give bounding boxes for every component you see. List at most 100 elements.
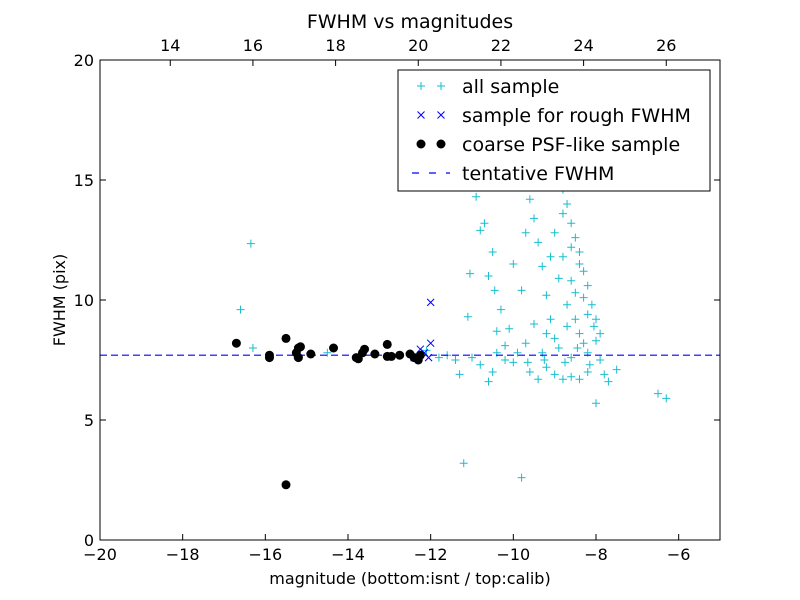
y-tick-label: 5	[84, 411, 94, 430]
all-sample-point	[596, 356, 605, 364]
psf-sample-point	[415, 350, 425, 360]
all-sample-point	[546, 315, 555, 324]
top-tick-label: 18	[325, 36, 345, 55]
psf-sample-point	[386, 351, 396, 361]
all-sample-point	[476, 226, 485, 235]
all-sample-point	[583, 310, 592, 319]
all-sample-point	[323, 348, 332, 357]
top-tick-label: 22	[491, 36, 511, 55]
rough-sample-point	[426, 339, 435, 348]
legend-entry: coarse PSF-like sample	[416, 134, 680, 156]
psf-sample-point	[231, 338, 241, 348]
all-sample-point	[246, 239, 255, 248]
all-sample-point	[567, 243, 576, 252]
top-tick-label: 26	[656, 36, 676, 55]
all-sample-point	[561, 358, 569, 367]
all-sample-point	[236, 305, 245, 314]
all-sample-point	[563, 300, 572, 309]
all-sample-point	[488, 248, 497, 256]
psf-sample-point	[360, 344, 370, 354]
all-sample-point	[558, 375, 567, 384]
legend-label: all sample	[462, 76, 559, 98]
psf-sample-point	[395, 350, 405, 360]
psf-sample-point	[329, 343, 339, 353]
legend-box	[397, 69, 711, 192]
all-sample-point	[567, 276, 576, 285]
all-sample-point	[501, 341, 510, 350]
all-sample-point	[573, 344, 582, 352]
all-sample-point	[513, 348, 522, 357]
all-sample-point	[563, 200, 572, 208]
y-tick-label: 10	[74, 291, 94, 310]
all-sample-point	[585, 360, 594, 369]
all-sample-point	[525, 368, 534, 376]
legend-entry: all sample	[417, 76, 559, 98]
all-sample-point	[534, 238, 543, 247]
y-tick-label: 20	[74, 51, 94, 70]
all-sample-point	[575, 375, 584, 384]
all-sample-point	[587, 300, 596, 309]
all-sample-point	[542, 363, 551, 372]
all-sample-point	[583, 281, 592, 290]
all-sample-point	[451, 356, 460, 364]
psf-sample-point	[281, 333, 291, 343]
psf-sample-point	[306, 349, 316, 359]
rough-sample-point	[426, 298, 435, 307]
legend-marker	[437, 82, 445, 90]
x-axis-label: magnitude (bottom:isnt / top:calib)	[269, 569, 550, 588]
all-sample-point	[567, 353, 576, 362]
x-tick-label: −14	[331, 545, 365, 564]
all-sample-point	[484, 272, 493, 280]
all-sample-point	[517, 286, 526, 295]
all-sample-point	[579, 339, 588, 348]
all-sample-point	[501, 356, 510, 364]
legend-label: tentative FWHM	[462, 163, 614, 185]
psf-sample-point	[281, 480, 291, 490]
legend-entry: tentative FWHM	[412, 163, 614, 185]
all-sample-point	[558, 209, 567, 218]
all-sample-point	[490, 286, 499, 295]
all-sample-point	[534, 375, 543, 384]
chart-title: FWHM vs magnitudes	[307, 11, 513, 33]
all-sample-point	[488, 368, 497, 376]
legend: all sample sample for rough FWHM coarse PS…	[397, 69, 711, 192]
x-tick-label: −6	[667, 545, 691, 564]
legend-label: coarse PSF-like sample	[462, 134, 680, 156]
all-sample-point	[530, 214, 538, 223]
all-sample-point	[600, 370, 609, 379]
all-sample-point	[596, 329, 605, 338]
all-sample-point	[558, 252, 567, 261]
all-sample-point	[546, 252, 555, 261]
all-sample-point	[492, 327, 501, 336]
all-sample-point	[434, 353, 443, 362]
all-sample-point	[480, 219, 489, 228]
all-sample-point	[554, 274, 563, 283]
all-sample-point	[567, 219, 576, 228]
all-sample-point	[472, 192, 481, 201]
all-sample-point	[550, 228, 559, 237]
all-sample-point	[476, 360, 485, 369]
all-sample-point	[463, 312, 472, 321]
all-sample-point	[604, 377, 613, 386]
all-sample-point	[248, 344, 257, 352]
x-tick-label: −20	[83, 545, 117, 564]
all-sample-point	[540, 356, 549, 364]
x-tick-label: −16	[248, 545, 282, 564]
legend-marker	[437, 111, 445, 119]
rough-sample-point	[424, 353, 433, 362]
y-axis-label: FWHM (pix)	[50, 254, 69, 347]
all-sample-point	[484, 377, 493, 386]
all-sample-point	[509, 260, 518, 268]
psf-sample-point	[382, 339, 392, 349]
data-layer	[100, 154, 720, 490]
top-tick-label: 14	[160, 36, 180, 55]
psf-sample-point	[370, 349, 380, 359]
all-sample-point	[563, 322, 572, 331]
all-sample-point	[509, 358, 518, 367]
y-tick-label: 0	[84, 531, 94, 550]
all-sample-point	[459, 459, 468, 468]
legend-label: sample for rough FWHM	[462, 105, 691, 127]
psf-sample-point	[291, 348, 301, 358]
all-sample-point	[567, 372, 576, 381]
